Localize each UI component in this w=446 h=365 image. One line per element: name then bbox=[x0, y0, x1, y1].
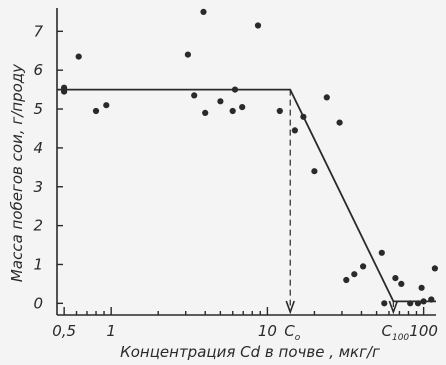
data-point bbox=[428, 296, 435, 303]
axes bbox=[56, 8, 436, 316]
data-point bbox=[217, 98, 224, 105]
y-tick-label: 2 bbox=[33, 217, 43, 235]
data-point bbox=[239, 104, 246, 111]
data-point bbox=[61, 88, 68, 95]
threshold-guides bbox=[285, 89, 399, 315]
data-point bbox=[343, 276, 350, 284]
x-axis-title: Концентрация Cd в почве , мкг/г bbox=[120, 343, 380, 361]
y-axis-title: Масса побегов сои, г/проду bbox=[8, 63, 26, 282]
data-point bbox=[200, 8, 207, 15]
data-point bbox=[420, 298, 427, 305]
data-point bbox=[381, 300, 388, 307]
data-points bbox=[61, 8, 438, 307]
data-point bbox=[398, 280, 405, 287]
data-point bbox=[323, 94, 330, 101]
data-point bbox=[229, 107, 236, 115]
threshold-label: Co bbox=[284, 322, 300, 343]
y-tick-label: 4 bbox=[33, 139, 43, 157]
data-point bbox=[191, 92, 198, 99]
x-tick-label: 10 bbox=[258, 322, 277, 340]
x-tick-label: 1 bbox=[106, 322, 116, 340]
data-point bbox=[418, 284, 425, 291]
x-tick-label: 0,5 bbox=[52, 322, 76, 340]
data-point bbox=[276, 107, 283, 115]
data-point bbox=[407, 300, 414, 307]
y-tick-label: 5 bbox=[33, 100, 43, 118]
y-tick-label: 0 bbox=[33, 294, 43, 312]
y-tick-label: 7 bbox=[33, 22, 43, 40]
data-point bbox=[392, 275, 399, 282]
y-tick-label: 1 bbox=[33, 255, 43, 273]
data-point bbox=[254, 22, 262, 29]
threshold-arrow bbox=[388, 300, 399, 315]
threshold-label: C100 bbox=[382, 322, 410, 343]
data-point bbox=[311, 168, 318, 175]
data-point bbox=[231, 86, 239, 93]
data-point bbox=[202, 109, 209, 116]
data-point bbox=[431, 265, 438, 272]
threshold-arrow bbox=[285, 300, 295, 315]
data-point bbox=[378, 249, 385, 256]
data-point bbox=[336, 119, 343, 126]
data-point bbox=[75, 53, 82, 60]
data-point bbox=[360, 263, 367, 270]
data-point bbox=[184, 51, 191, 58]
data-point bbox=[92, 107, 100, 115]
x-tick-label: 100 bbox=[409, 322, 438, 340]
y-tick-label: 3 bbox=[33, 178, 43, 196]
data-point bbox=[300, 113, 307, 120]
fit-line bbox=[57, 88, 436, 303]
fit-line-group bbox=[57, 88, 436, 303]
data-point bbox=[291, 127, 298, 134]
y-tick-label: 6 bbox=[33, 61, 43, 79]
data-point bbox=[103, 102, 110, 109]
data-point bbox=[414, 300, 422, 307]
tick-labels: 0 1 2 3 4 5 6 7 0,5 1 10 100 Co C100 bbox=[33, 22, 437, 343]
data-point bbox=[351, 271, 358, 278]
